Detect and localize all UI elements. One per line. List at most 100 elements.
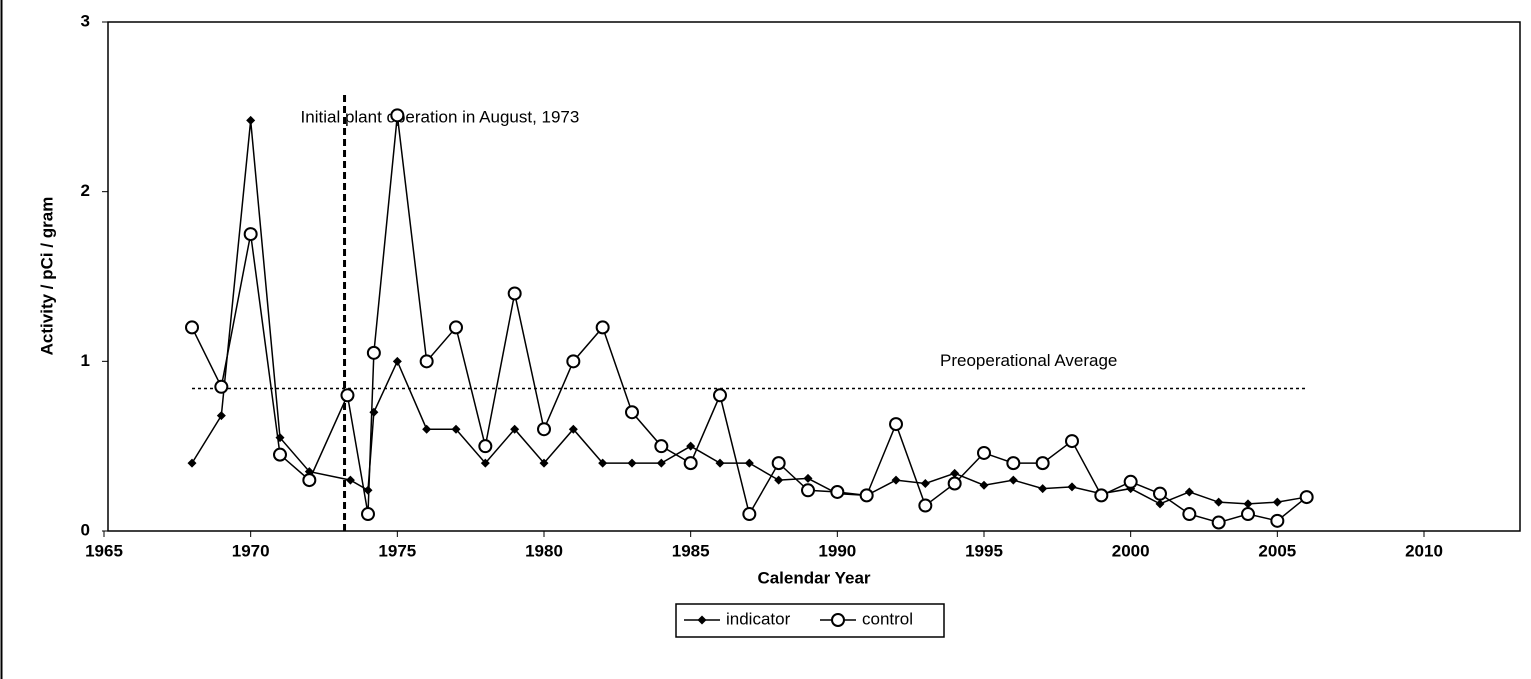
marker xyxy=(977,445,991,460)
y-tick-label: 2 xyxy=(81,181,90,200)
marker xyxy=(889,417,903,432)
marker xyxy=(947,476,962,491)
legend-label: indicator xyxy=(726,609,791,628)
marker xyxy=(185,320,199,335)
marker xyxy=(390,108,405,123)
x-tick-label: 1990 xyxy=(818,541,856,560)
x-axis-label: Calendar Year xyxy=(757,568,870,587)
marker xyxy=(1214,497,1224,507)
marker xyxy=(246,115,256,125)
marker xyxy=(478,439,493,454)
marker xyxy=(1065,434,1079,449)
x-tick-label: 2000 xyxy=(1112,541,1150,560)
marker xyxy=(449,320,463,335)
marker xyxy=(480,458,490,468)
y-axis-label: Activity / pCi / gram xyxy=(37,197,56,356)
marker xyxy=(1184,487,1194,497)
marker xyxy=(1299,490,1314,505)
marker xyxy=(1182,507,1197,522)
marker xyxy=(979,480,989,490)
marker xyxy=(686,441,696,451)
marker xyxy=(1008,475,1018,485)
x-tick-label: 2005 xyxy=(1258,541,1296,560)
marker xyxy=(891,475,901,485)
marker xyxy=(801,483,815,498)
marker xyxy=(742,507,757,522)
legend-box xyxy=(675,603,945,638)
marker xyxy=(598,458,608,468)
marker xyxy=(627,458,637,468)
marker xyxy=(697,615,707,625)
marker xyxy=(1243,499,1253,509)
marker xyxy=(451,424,461,434)
marker xyxy=(273,447,287,462)
marker xyxy=(214,379,229,394)
marker xyxy=(595,320,610,335)
marker xyxy=(568,424,578,434)
marker xyxy=(1038,484,1048,494)
marker xyxy=(566,354,581,369)
y-tick-label: 1 xyxy=(81,351,90,370)
marker xyxy=(774,475,784,485)
x-tick-label: 1995 xyxy=(965,541,1003,560)
marker xyxy=(859,488,874,503)
marker xyxy=(507,286,522,301)
marker xyxy=(187,458,197,468)
marker xyxy=(340,388,355,403)
marker xyxy=(366,345,381,360)
marker xyxy=(950,468,960,478)
marker xyxy=(683,456,698,471)
marker xyxy=(1153,486,1167,501)
marker xyxy=(715,458,725,468)
marker xyxy=(830,484,845,499)
marker xyxy=(419,354,434,369)
marker xyxy=(625,405,639,420)
marker xyxy=(1123,474,1138,489)
x-tick-label: 1980 xyxy=(525,541,563,560)
marker xyxy=(392,356,402,366)
marker xyxy=(243,227,258,242)
marker xyxy=(216,411,226,421)
marker xyxy=(1155,499,1165,509)
legend: indicator control xyxy=(675,603,945,638)
marker xyxy=(1211,515,1226,530)
marker xyxy=(803,473,813,483)
marker xyxy=(1094,488,1109,503)
marker xyxy=(1241,507,1255,522)
marker xyxy=(537,422,551,437)
marker xyxy=(918,498,933,513)
marker xyxy=(654,439,669,454)
plot-area xyxy=(107,21,1521,532)
y-tick-label: 3 xyxy=(81,11,90,30)
annotation: Preoperational Average xyxy=(940,351,1117,370)
marker xyxy=(510,424,520,434)
marker xyxy=(345,475,355,485)
x-tick-label: 2010 xyxy=(1405,541,1443,560)
marker xyxy=(920,478,930,488)
marker xyxy=(361,507,375,522)
marker xyxy=(369,407,379,417)
marker xyxy=(363,485,373,495)
x-tick-label: 1965 xyxy=(85,541,123,560)
marker xyxy=(1067,482,1077,492)
marker xyxy=(744,458,754,468)
y-tick-label: 0 xyxy=(81,520,90,539)
annotation: Initial plant operation in August, 1973 xyxy=(301,107,580,126)
marker xyxy=(771,456,786,471)
marker xyxy=(302,473,317,488)
series-line xyxy=(191,120,1307,505)
marker xyxy=(539,458,549,468)
x-tick-label: 1970 xyxy=(232,541,270,560)
marker xyxy=(1035,456,1050,471)
marker xyxy=(1006,456,1021,471)
marker xyxy=(1272,497,1282,507)
marker xyxy=(656,458,666,468)
marker xyxy=(1270,513,1285,528)
x-tick-label: 1975 xyxy=(378,541,416,560)
legend-label: control xyxy=(862,609,913,628)
marker xyxy=(713,388,727,403)
x-tick-label: 1985 xyxy=(672,541,710,560)
marker xyxy=(422,424,432,434)
series-line xyxy=(191,115,1308,524)
